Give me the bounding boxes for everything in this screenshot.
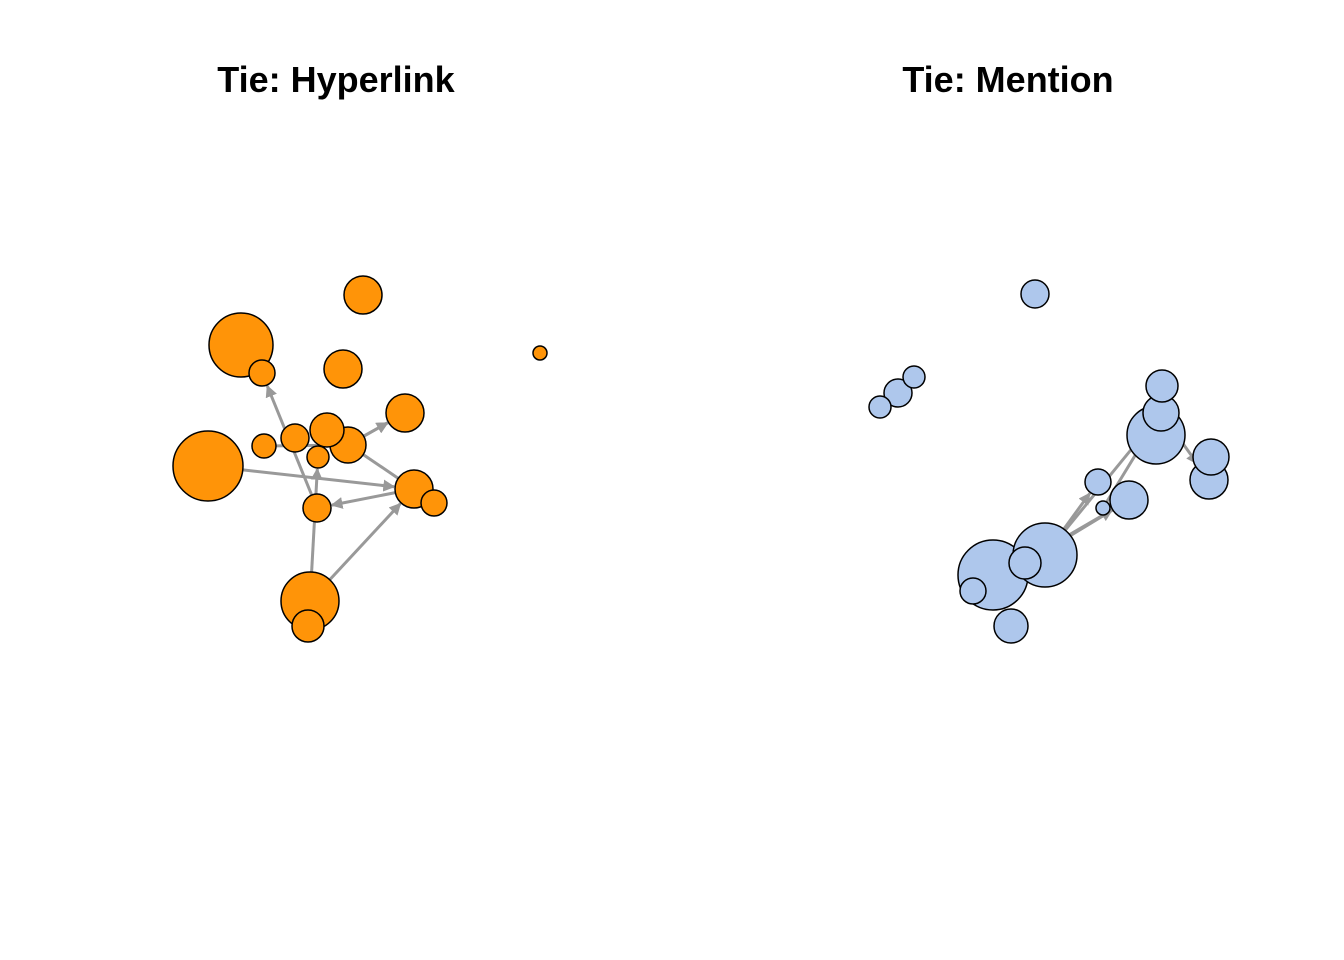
hyperlink-node-h9 [309, 412, 345, 448]
hyperlink-node-h5 [385, 393, 425, 433]
mention-node-m17 [993, 608, 1029, 644]
hyperlink-node-h17 [532, 345, 548, 361]
mention-node-m4 [868, 395, 892, 419]
mention-node-m2 [902, 365, 926, 389]
mention-node-m1 [1020, 279, 1050, 309]
mention-node-m14 [1008, 546, 1042, 580]
hyperlink-node-h14 [420, 489, 448, 517]
hyperlink-edge-h15-h13 [328, 502, 402, 581]
hyperlink-node-h2 [248, 359, 276, 387]
mention-node-m5 [1145, 369, 1179, 403]
hyperlink-network-panel: Tie: Hyperlink [172, 59, 548, 643]
mention-node-m8 [1192, 438, 1230, 476]
hyperlink-edge-h13-h12 [330, 491, 396, 509]
hyperlink-node-h8 [280, 423, 310, 453]
hyperlink-node-h4 [323, 349, 363, 389]
hyperlink-node-h16 [291, 609, 325, 643]
mention-node-m12 [1095, 500, 1111, 516]
hyperlink-node-h11 [306, 445, 330, 469]
hyperlink-node-h7 [251, 433, 277, 459]
hyperlink-edge-h10-h5 [362, 421, 389, 438]
hyperlink-node-h6 [172, 430, 244, 502]
hyperlink-node-h3 [343, 275, 383, 315]
mention-network-graph [868, 279, 1230, 644]
panel-title-hyperlink: Tie: Hyperlink [217, 59, 455, 100]
mention-node-m10 [1084, 468, 1112, 496]
mention-node-m11 [1109, 480, 1149, 520]
mention-edge-m13-m10 [1062, 492, 1091, 530]
panel-title-mention: Tie: Mention [902, 59, 1114, 100]
hyperlink-node-h12 [302, 493, 332, 523]
hyperlink-network-graph [172, 275, 548, 643]
mention-network-panel: Tie: Mention [672, 0, 1344, 960]
mention-node-m16 [959, 577, 987, 605]
mention-node-m3 [883, 378, 913, 408]
